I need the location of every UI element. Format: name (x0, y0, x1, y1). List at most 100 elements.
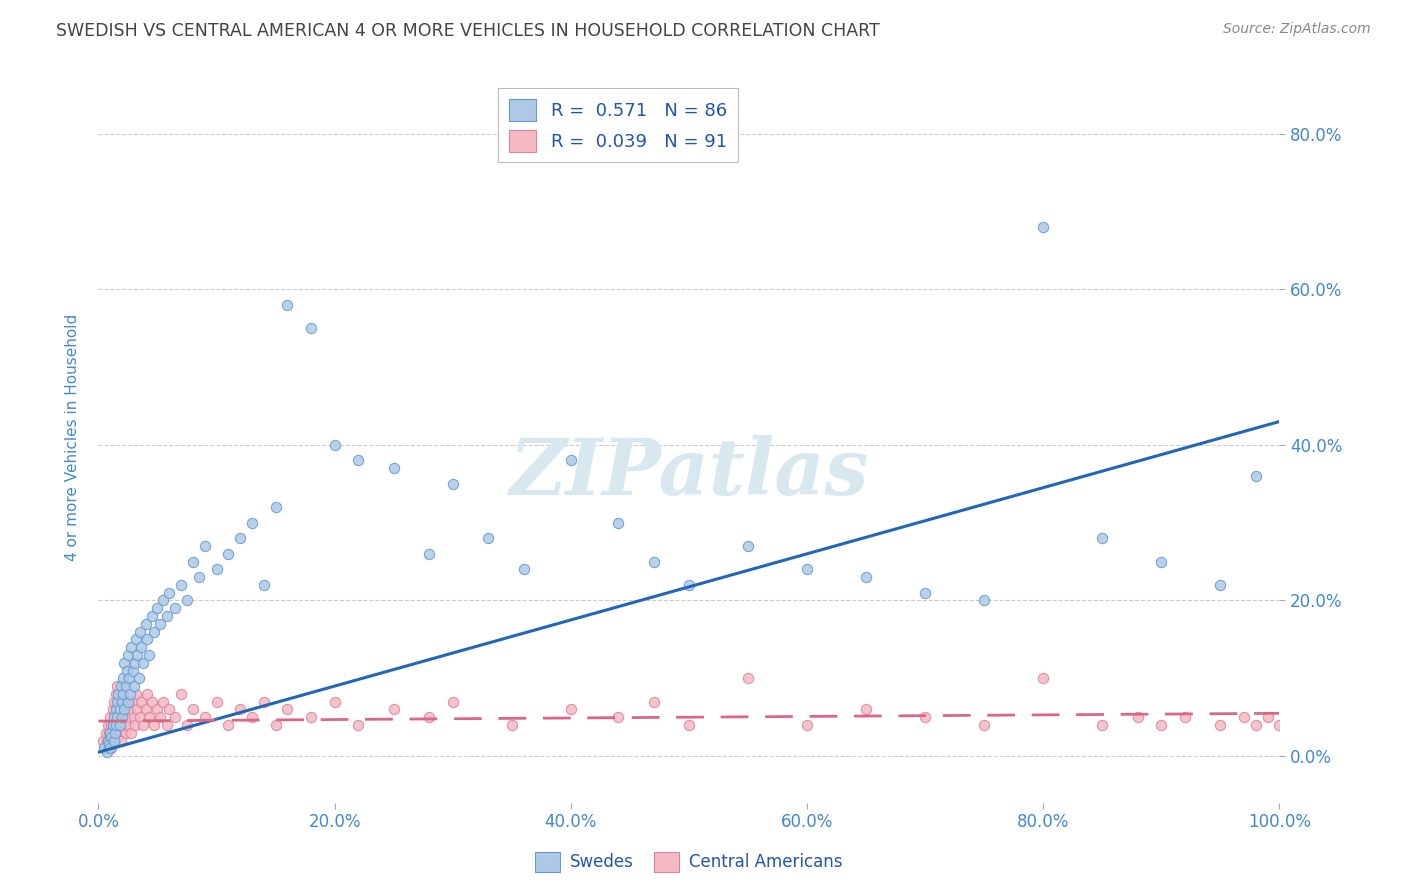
Point (299, 710, 322, 724)
Point (229, 531, 252, 545)
Point (98, 741, 121, 756)
Point (128, 624, 150, 639)
Point (108, 718, 131, 732)
Text: Source: ZipAtlas.com: Source: ZipAtlas.com (1223, 22, 1371, 37)
Point (120, 687, 142, 701)
Point (111, 687, 134, 701)
Point (418, 547, 440, 561)
Point (796, 718, 818, 732)
Point (643, 695, 665, 709)
Point (264, 500, 287, 515)
Point (299, 321, 322, 335)
Point (914, 585, 936, 599)
Point (104, 718, 127, 732)
Point (1268, 718, 1291, 732)
Point (194, 710, 217, 724)
Point (512, 562, 534, 576)
Point (142, 624, 165, 639)
Point (98, 710, 121, 724)
Point (170, 687, 193, 701)
Point (94, 725, 117, 739)
Point (105, 679, 128, 693)
Point (96, 733, 118, 747)
Point (127, 648, 149, 662)
Point (205, 562, 228, 576)
Point (165, 710, 187, 724)
Point (104, 733, 127, 747)
Point (138, 710, 160, 724)
Point (135, 687, 157, 701)
Point (112, 687, 135, 701)
Point (118, 671, 141, 685)
Point (117, 695, 139, 709)
Point (1150, 555, 1173, 569)
Point (1032, 671, 1054, 685)
Point (347, 453, 370, 467)
Point (132, 718, 155, 732)
Point (560, 702, 582, 716)
Point (125, 687, 148, 701)
Point (276, 702, 298, 716)
Point (110, 679, 132, 693)
Point (253, 578, 276, 592)
Point (132, 656, 155, 670)
Point (678, 718, 700, 732)
Point (121, 664, 143, 678)
Point (240, 710, 263, 724)
Point (104, 725, 127, 739)
Point (1150, 718, 1173, 732)
Point (96, 745, 118, 759)
Point (501, 718, 523, 732)
Point (129, 640, 152, 655)
Point (93, 741, 115, 756)
Text: ZIPatlas: ZIPatlas (509, 435, 869, 512)
Point (477, 531, 499, 545)
Point (105, 710, 128, 724)
Point (323, 695, 346, 709)
Point (112, 671, 135, 685)
Point (973, 718, 995, 732)
Point (205, 695, 228, 709)
Point (176, 718, 198, 732)
Point (135, 702, 157, 716)
Point (105, 725, 128, 739)
Point (121, 640, 143, 655)
Point (97, 741, 120, 756)
Point (607, 710, 630, 724)
Point (240, 516, 263, 530)
Point (176, 593, 198, 607)
Point (276, 298, 298, 312)
Point (194, 539, 217, 553)
Point (796, 562, 818, 576)
Point (678, 578, 700, 592)
Point (98, 725, 121, 739)
Point (1244, 718, 1267, 732)
Point (181, 702, 204, 716)
Point (152, 593, 174, 607)
Point (737, 671, 759, 685)
Point (98, 733, 121, 747)
Point (97, 733, 120, 747)
Point (149, 710, 172, 724)
Point (157, 585, 180, 599)
Point (115, 664, 138, 678)
Point (124, 718, 146, 732)
Point (112, 702, 135, 716)
Point (323, 438, 346, 452)
Point (125, 632, 148, 647)
Point (91, 733, 114, 747)
Point (181, 555, 204, 569)
Point (146, 702, 169, 716)
Point (1209, 718, 1232, 732)
Point (217, 718, 239, 732)
Point (127, 702, 149, 716)
Point (117, 648, 139, 662)
Point (187, 570, 209, 584)
Point (105, 687, 128, 701)
Point (382, 702, 405, 716)
Point (111, 695, 134, 709)
Point (115, 695, 138, 709)
Point (107, 687, 129, 701)
Point (105, 695, 128, 709)
Legend: Swedes, Central Americans: Swedes, Central Americans (529, 845, 849, 879)
